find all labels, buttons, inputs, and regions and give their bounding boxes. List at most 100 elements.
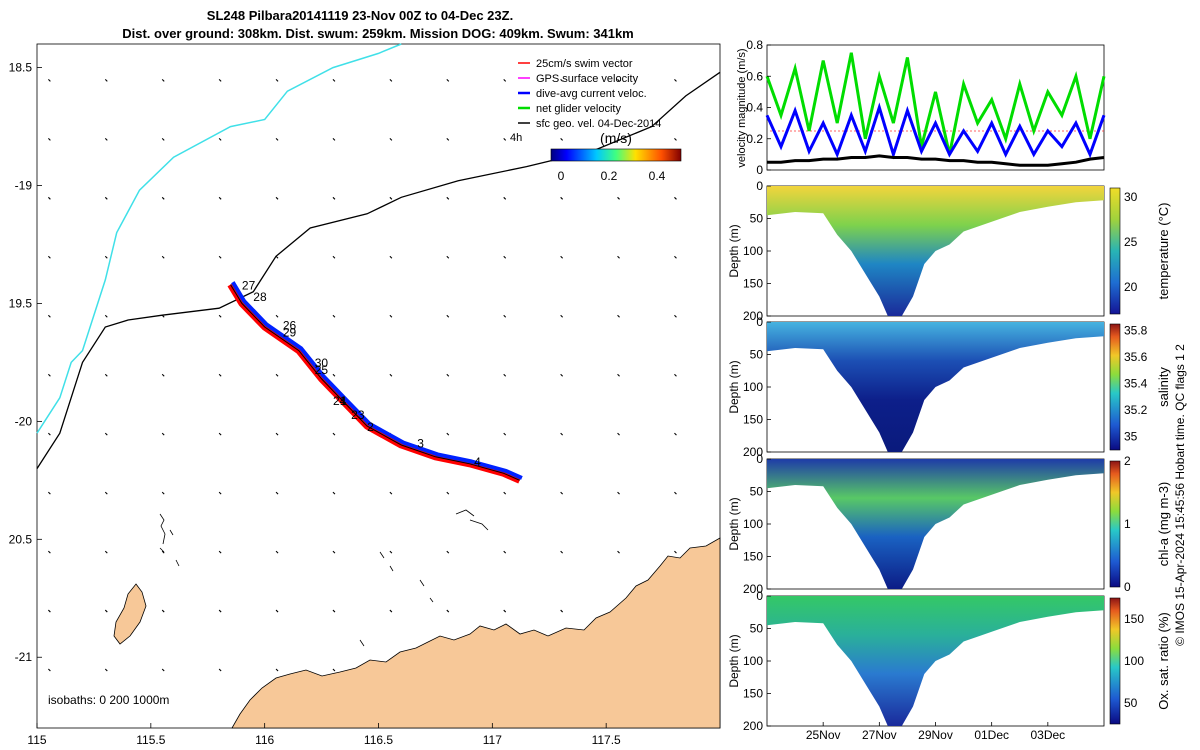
velocity-arrow	[503, 432, 507, 436]
legend-label-gps: GPS surface velocity	[536, 73, 639, 85]
velocity-arrow	[218, 668, 222, 672]
depth-tick-label: 100	[743, 517, 763, 531]
colorbar-tick-label: 30	[1124, 190, 1138, 204]
velocity-arrow	[446, 491, 450, 495]
depth-tick-label: 0	[756, 589, 763, 603]
section-field	[767, 322, 1104, 452]
velocity-arrow	[503, 314, 507, 318]
velocity-arrow	[218, 314, 222, 318]
velocity-arrow	[332, 314, 336, 318]
velocity-arrow	[275, 78, 279, 82]
velocity-arrow	[161, 78, 165, 82]
map-y-tick-label: 20.5	[9, 532, 33, 546]
velocity-arrow	[503, 137, 507, 141]
time-tick-label: 29Nov	[918, 728, 953, 742]
time-tick-label: 27Nov	[862, 728, 897, 742]
velocity-arrow	[275, 432, 279, 436]
velocity-arrow	[332, 668, 336, 672]
salinity-panel: 0 50 100 150 200 Depth (m) 35 35.2 35.4 35.6 35.8 s…	[727, 315, 1171, 459]
velocity-arrow	[389, 137, 393, 141]
isobath-1000m	[36, 43, 402, 434]
colorbar-tick-2: 0.4	[649, 169, 666, 183]
map-y-tick-label: -20	[15, 414, 33, 428]
colorbar-unit: (m/s)	[600, 130, 632, 146]
velocity-arrow	[674, 196, 677, 200]
velocity-arrow	[161, 196, 165, 200]
day-label: 29	[283, 325, 297, 339]
map-y-tick-label: -19	[15, 179, 33, 193]
figure-title-line2: Dist. over ground: 308km. Dist. swum: 25…	[122, 26, 634, 41]
colorbar-tick-label: 35.4	[1124, 377, 1148, 391]
velocity-arrow	[674, 491, 677, 495]
velocity-arrow	[47, 432, 51, 436]
velocity-arrow	[218, 491, 222, 495]
map-x-tick-label: 116	[255, 733, 274, 747]
velocity-arrow	[389, 609, 393, 613]
depth-tick-label: 150	[743, 413, 763, 427]
velocity-arrow	[47, 609, 51, 613]
velocity-arrow	[617, 255, 620, 259]
velocity-arrow	[104, 432, 108, 436]
velocity-arrow	[503, 491, 507, 495]
temperature-panel: 0 50 100 150 200 Depth (m) 20 25 30 temperature (…	[727, 179, 1171, 323]
islands-small	[159, 509, 489, 647]
velocity-y-tick-label: 0.2	[746, 132, 763, 146]
series-sfc-geo-velocity	[767, 154, 1105, 167]
chla-panel: 0 50 100 150 200 Depth (m) 0 1 2 chl-a (mg m-3)	[727, 452, 1171, 596]
velocity-arrow	[161, 432, 165, 436]
time-tick-label: 01Dec	[974, 728, 1009, 742]
map-y-tick-label: 18.5	[9, 61, 33, 75]
depth-tick-label: 100	[743, 654, 763, 668]
day-label: 1	[340, 394, 347, 408]
section-colorbar	[1109, 187, 1121, 315]
velocity-arrow	[560, 432, 564, 436]
velocity-arrow	[389, 196, 393, 200]
velocity-arrow	[47, 668, 51, 672]
velocity-arrow	[446, 196, 450, 200]
colorbar-tick-label: 2	[1124, 454, 1131, 468]
day-label: 23	[351, 408, 365, 422]
velocity-arrow	[332, 196, 336, 200]
velocity-arrow	[674, 432, 677, 436]
velocity-arrow	[161, 255, 165, 259]
map-y-tick-label: -21	[15, 650, 33, 664]
section-field	[767, 596, 1104, 726]
velocity-arrow	[674, 255, 677, 259]
velocity-arrow	[218, 373, 222, 377]
velocity-y-tick-label: 0	[756, 163, 763, 177]
velocity-arrow	[560, 137, 564, 141]
velocity-arrow	[503, 609, 507, 613]
day-label: 26	[283, 318, 297, 332]
depth-tick-label: 50	[750, 622, 764, 636]
series-dive-avg-current	[765, 102, 1106, 160]
isobaths-label: isobaths: 0 200 1000m	[48, 693, 169, 707]
map-x-tick-label: 117.5	[592, 733, 621, 747]
velocity-arrow	[104, 491, 108, 495]
land-mass	[231, 537, 721, 729]
velocity-arrow	[47, 255, 51, 259]
velocity-arrow	[218, 432, 222, 436]
colorbar-tick-label: 35.6	[1124, 350, 1148, 364]
depth-tick-label: 0	[756, 452, 763, 466]
velocity-arrow	[674, 550, 677, 554]
map-y-ticks: 18.5 -19 19.5 -20 20.5 -21	[9, 61, 42, 664]
velocity-arrow	[161, 609, 165, 613]
depth-tick-label: 200	[743, 309, 763, 323]
velocity-arrow	[446, 137, 450, 141]
time-x-ticks: 25Nov 27Nov 29Nov 01Dec 03Dec	[806, 722, 1065, 742]
velocity-arrow	[275, 373, 279, 377]
velocity-arrow	[560, 373, 564, 377]
velocity-arrow	[275, 491, 279, 495]
velocity-arrow	[218, 196, 222, 200]
velocity-arrow	[218, 78, 222, 82]
velocity-arrow	[161, 373, 165, 377]
velocity-arrow	[617, 491, 620, 495]
velocity-arrow	[218, 609, 222, 613]
velocity-arrow	[218, 550, 222, 554]
isobath-200m	[36, 71, 721, 469]
section-field	[767, 186, 1104, 316]
velocity-arrow	[674, 373, 677, 377]
depth-tick-label: 200	[743, 719, 763, 733]
velocity-arrow	[218, 255, 222, 259]
